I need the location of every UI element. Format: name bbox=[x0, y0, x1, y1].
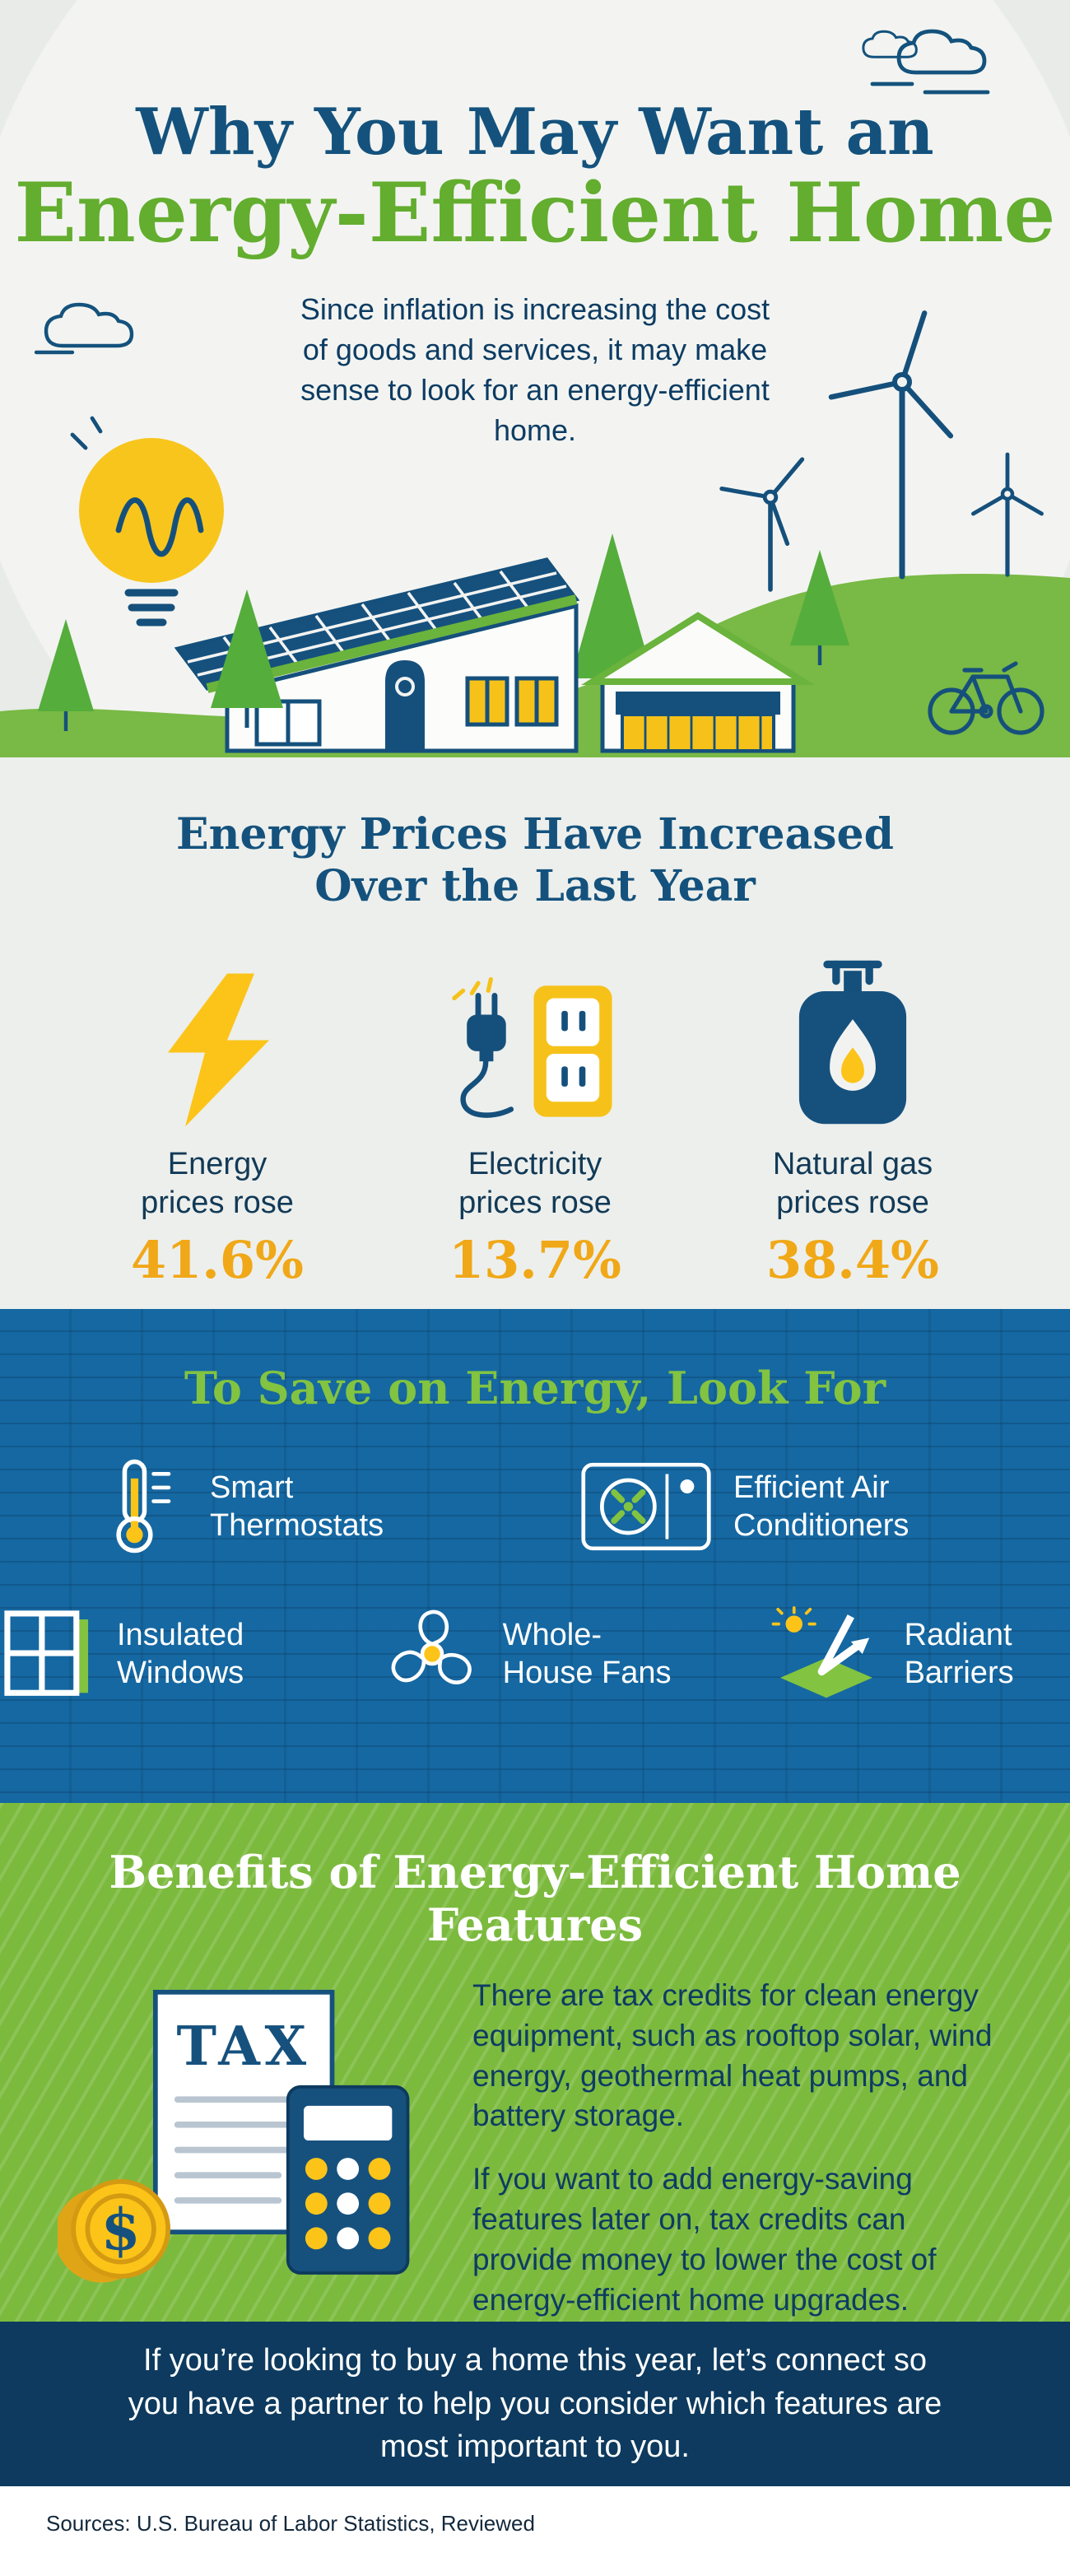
tree-icon bbox=[38, 589, 283, 731]
prices-title-line1: Energy Prices Have Increased bbox=[176, 809, 894, 859]
stat-label: Energy prices rose bbox=[141, 1146, 294, 1221]
stat-electricity: Electricity prices rose 13.7% bbox=[412, 941, 658, 1290]
benefits-section: Benefits of Energy-Efficient Home Featur… bbox=[0, 1803, 1070, 2322]
prices-title: Energy Prices Have Increased Over the La… bbox=[0, 808, 1070, 913]
lightning-bolt-icon bbox=[168, 973, 269, 1127]
sources-text: Sources: U.S. Bureau of Labor Statistics… bbox=[46, 2511, 535, 2536]
clouds-icon bbox=[862, 29, 990, 95]
save-row-1: Smart Thermostats Efficient bbox=[0, 1457, 1070, 1556]
page-title-line2: Energy-Efficient Home bbox=[14, 165, 1056, 261]
fan-icon bbox=[391, 1609, 472, 1684]
save-item-label: Insulated Windows bbox=[117, 1617, 244, 1690]
cta-section: If you’re looking to buy a home this yea… bbox=[0, 2322, 1070, 2486]
calculator-icon bbox=[286, 2085, 410, 2275]
coin-icon: $ bbox=[58, 2178, 171, 2283]
gas-tank-icon bbox=[798, 960, 907, 1125]
plug-outlet-icon bbox=[452, 976, 612, 1118]
house-illustration bbox=[174, 557, 580, 753]
cta-text: If you’re looking to buy a home this yea… bbox=[128, 2343, 942, 2465]
benefits-paragraph-1: There are tax credits for clean energy e… bbox=[472, 1978, 993, 2133]
save-item-windows: Insulated Windows bbox=[0, 1606, 304, 1702]
radiant-barrier-icon bbox=[771, 1606, 872, 1698]
thermostat-icon bbox=[116, 1459, 171, 1554]
stat-label: Natural gas prices rose bbox=[772, 1146, 933, 1221]
cloud-icon bbox=[34, 302, 134, 355]
air-conditioner-icon bbox=[581, 1462, 711, 1551]
save-energy-section: To Save on Energy, Look For Smart Thermo… bbox=[0, 1309, 1070, 1803]
save-item-air-conditioners: Efficient Air Conditioners bbox=[580, 1460, 980, 1554]
stat-energy: Energy prices rose 41.6% bbox=[94, 941, 341, 1290]
stat-natural-gas: Natural gas prices rose 38.4% bbox=[729, 941, 976, 1290]
save-row-2: Insulated Windows Whole-House Fans bbox=[0, 1604, 1070, 1704]
hero-illustration bbox=[0, 302, 1070, 757]
lightbulb-icon bbox=[70, 416, 224, 627]
bicycle-icon bbox=[928, 661, 1044, 735]
hero-section: Why You May Want an Energy-Efficient Hom… bbox=[0, 0, 1070, 757]
save-item-label: Radiant Barriers bbox=[904, 1617, 1014, 1690]
dollar-sign: $ bbox=[101, 2196, 141, 2263]
garage-illustration bbox=[581, 612, 815, 753]
window-icon bbox=[4, 1610, 89, 1696]
intro-text: Since inflation is increasing the cost o… bbox=[300, 291, 770, 447]
prices-title-line2: Over the Last Year bbox=[314, 861, 756, 912]
stat-value: 13.7% bbox=[449, 1229, 621, 1290]
tax-label: TAX bbox=[177, 2015, 311, 2078]
price-stats-row: Energy prices rose 41.6% bbox=[0, 941, 1070, 1290]
stat-label: Electricity prices rose bbox=[458, 1146, 612, 1221]
stat-value: 38.4% bbox=[766, 1229, 939, 1290]
benefits-content: TAX bbox=[58, 1976, 1012, 2321]
tax-credit-illustration: TAX bbox=[58, 1989, 410, 2283]
save-item-radiant-barriers: Radiant Barriers bbox=[768, 1604, 1070, 1704]
stat-value: 41.6% bbox=[131, 1229, 304, 1290]
save-title: To Save on Energy, Look For bbox=[184, 1362, 886, 1414]
sources-section: Sources: U.S. Bureau of Labor Statistics… bbox=[0, 2486, 1070, 2576]
save-item-label: Whole-House Fans bbox=[502, 1617, 672, 1690]
benefits-paragraphs: There are tax credits for clean energy e… bbox=[472, 1976, 1012, 2321]
house-window bbox=[254, 676, 559, 747]
save-item-label: Efficient Air Conditioners bbox=[733, 1470, 910, 1543]
front-door bbox=[385, 660, 425, 751]
wind-turbine-icon bbox=[719, 310, 1044, 592]
benefits-paragraph-2: If you want to add energy-saving feature… bbox=[472, 2162, 937, 2317]
page-title-line1: Why You May Want an bbox=[136, 95, 934, 170]
benefits-title: Benefits of Energy-Efficient Home Featur… bbox=[109, 1846, 961, 1951]
energy-prices-section: Energy Prices Have Increased Over the La… bbox=[0, 757, 1070, 1309]
save-item-label: Smart Thermostats bbox=[210, 1470, 384, 1543]
save-item-thermostats: Smart Thermostats bbox=[90, 1457, 457, 1556]
save-item-fans: Whole-House Fans bbox=[383, 1605, 689, 1703]
